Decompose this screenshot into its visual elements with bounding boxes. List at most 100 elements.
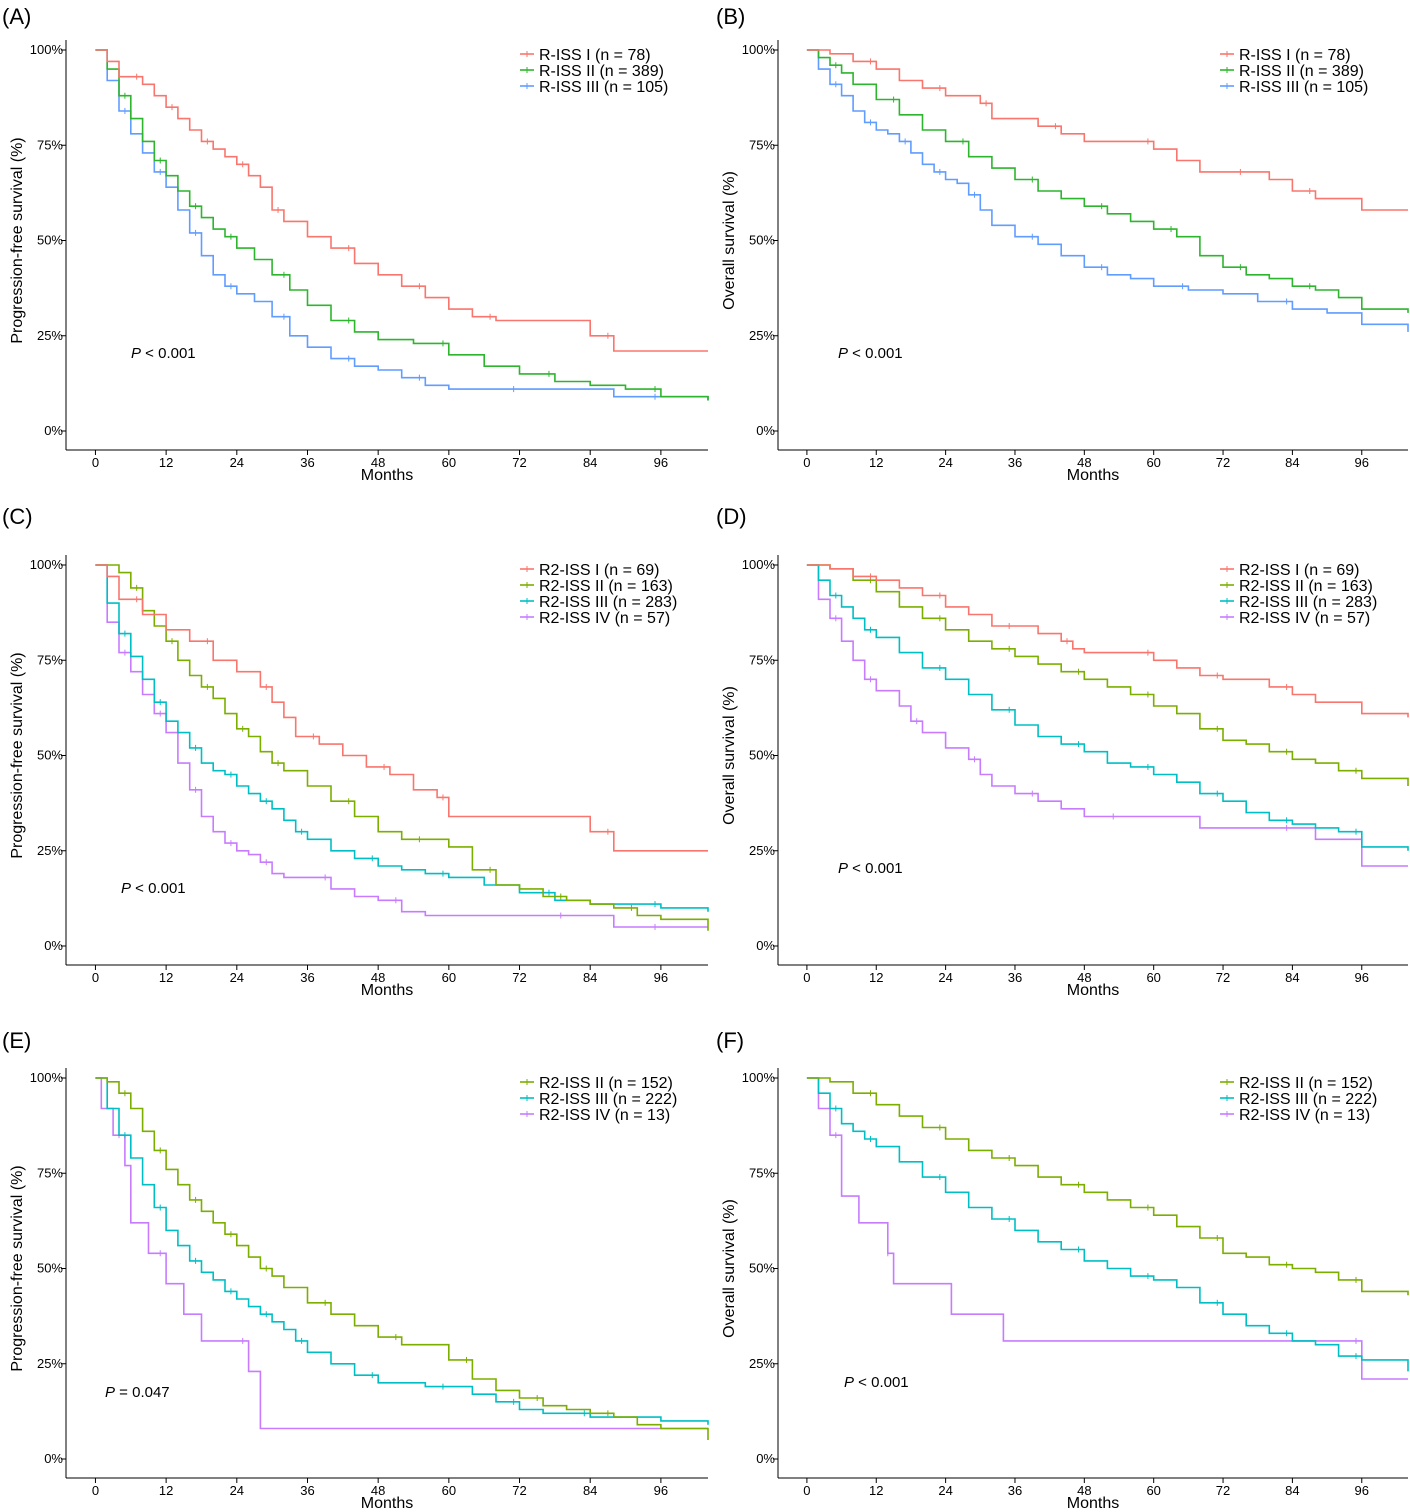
- y-tick-label: 25%: [37, 328, 63, 343]
- y-tick-label: 75%: [37, 652, 63, 667]
- legend-entry: R-ISS I (n = 78): [539, 47, 651, 64]
- x-axis-title: Months: [1067, 1495, 1119, 1512]
- y-axis-title: Overall survival (%): [721, 686, 738, 825]
- y-tick-label: 0%: [756, 1451, 775, 1466]
- p-value: P = 0.047: [105, 1384, 170, 1401]
- x-tick-label: 0: [92, 455, 99, 470]
- x-tick-label: 0: [803, 970, 810, 985]
- x-tick-label: 36: [1008, 1483, 1022, 1498]
- x-tick-label: 84: [583, 1483, 597, 1498]
- y-tick-label: 75%: [749, 137, 775, 152]
- x-tick-label: 12: [869, 1483, 883, 1498]
- survival-curve: [95, 564, 708, 928]
- p-value: P < 0.001: [121, 880, 186, 897]
- y-tick-label: 25%: [749, 328, 775, 343]
- legend-entry: R-ISS III (n = 105): [1239, 79, 1368, 96]
- x-tick-label: 48: [371, 455, 385, 470]
- legend-entry: R2-ISS IV (n = 13): [539, 1107, 670, 1124]
- survival-curve: [95, 564, 708, 852]
- y-tick-label: 0%: [44, 938, 63, 953]
- x-tick-label: 60: [1146, 970, 1160, 985]
- y-axis-title: Progression-free survival (%): [9, 137, 26, 343]
- legend-entry: R2-ISS I (n = 69): [1239, 562, 1360, 579]
- survival-curve: [95, 49, 709, 401]
- x-tick-label: 48: [1077, 455, 1091, 470]
- x-tick-label: 96: [654, 455, 668, 470]
- x-tick-label: 48: [1077, 970, 1091, 985]
- panel-label: (C): [2, 504, 33, 529]
- x-tick-label: 12: [869, 970, 883, 985]
- x-tick-label: 60: [442, 455, 456, 470]
- x-tick-label: 0: [92, 970, 99, 985]
- survival-curve: [806, 1077, 1409, 1372]
- y-tick-label: 75%: [37, 1165, 63, 1180]
- chart-panel-e: (E) 0% 25% 50% 75% 100% 0 12 24 36 48 60 72 84 96 Month…: [2, 1028, 709, 1512]
- legend-entry: R2-ISS I (n = 69): [539, 562, 660, 579]
- x-tick-label: 24: [230, 1483, 244, 1498]
- x-tick-label: 84: [1285, 1483, 1299, 1498]
- x-tick-label: 72: [512, 1483, 526, 1498]
- y-tick-label: 25%: [749, 1356, 775, 1371]
- x-tick-label: 96: [654, 1483, 668, 1498]
- legend-entry: R2-ISS III (n = 222): [1239, 1091, 1377, 1108]
- y-tick-label: 100%: [742, 557, 776, 572]
- y-tick-label: 100%: [30, 1070, 64, 1085]
- chart-panel-f: (F) 0% 25% 50% 75% 100% 0 12 24 36 48 60 72 84 96 Month…: [716, 1028, 1409, 1512]
- panel-label: (D): [716, 504, 747, 529]
- survival-curve: [806, 49, 1409, 313]
- y-tick-label: 25%: [37, 1356, 63, 1371]
- x-axis-title: Months: [1067, 467, 1119, 484]
- y-tick-label: 50%: [37, 1261, 63, 1276]
- y-tick-label: 0%: [44, 423, 63, 438]
- x-tick-label: 48: [371, 970, 385, 985]
- x-tick-label: 60: [1146, 455, 1160, 470]
- x-tick-label: 60: [442, 970, 456, 985]
- x-axis-title: Months: [361, 467, 413, 484]
- y-tick-label: 25%: [749, 843, 775, 858]
- x-tick-label: 24: [938, 455, 952, 470]
- x-tick-label: 36: [300, 455, 314, 470]
- x-tick-label: 96: [1355, 970, 1369, 985]
- legend-entry: R-ISS II (n = 389): [1239, 63, 1364, 80]
- x-tick-label: 24: [938, 1483, 952, 1498]
- y-tick-label: 50%: [749, 1261, 775, 1276]
- x-tick-label: 24: [230, 970, 244, 985]
- p-value: P < 0.001: [131, 345, 196, 362]
- survival-curve: [95, 49, 708, 352]
- panel-label: (A): [2, 4, 31, 29]
- y-tick-label: 75%: [37, 137, 63, 152]
- p-value: P < 0.001: [844, 1374, 909, 1391]
- y-tick-label: 50%: [749, 748, 775, 763]
- survival-curve: [95, 1077, 709, 1440]
- y-tick-label: 0%: [756, 938, 775, 953]
- x-tick-label: 12: [159, 455, 173, 470]
- y-axis-title: Progression-free survival (%): [9, 652, 26, 858]
- y-axis-title: Progression-free survival (%): [9, 1165, 26, 1371]
- x-axis-title: Months: [361, 982, 413, 999]
- survival-curve: [806, 564, 1408, 867]
- x-tick-label: 96: [1355, 1483, 1369, 1498]
- y-axis-title: Overall survival (%): [721, 1199, 738, 1338]
- x-tick-label: 36: [1008, 970, 1022, 985]
- legend-entry: R2-ISS III (n = 222): [539, 1091, 677, 1108]
- x-tick-label: 60: [1146, 1483, 1160, 1498]
- legend-entry: R2-ISS IV (n = 13): [1239, 1107, 1370, 1124]
- y-axis-title: Overall survival (%): [721, 171, 738, 310]
- panel-label: (F): [716, 1028, 744, 1053]
- x-tick-label: 96: [1355, 455, 1369, 470]
- y-tick-label: 0%: [44, 1451, 63, 1466]
- y-tick-label: 75%: [749, 1165, 775, 1180]
- x-tick-label: 84: [1285, 455, 1299, 470]
- x-tick-label: 24: [230, 455, 244, 470]
- x-axis-title: Months: [361, 1495, 413, 1512]
- survival-curve: [806, 564, 1409, 851]
- y-tick-label: 100%: [742, 42, 776, 57]
- x-tick-label: 84: [583, 970, 597, 985]
- x-tick-label: 0: [803, 1483, 810, 1498]
- survival-curve: [806, 564, 1409, 786]
- x-tick-label: 72: [1216, 970, 1230, 985]
- x-tick-label: 0: [92, 1483, 99, 1498]
- legend-entry: R2-ISS II (n = 152): [1239, 1075, 1373, 1092]
- chart-panel-b: (B) 0% 25% 50% 75% 100% 0 12 24 36 48 60 72 84 96 Month…: [716, 4, 1409, 484]
- x-tick-label: 48: [1077, 1483, 1091, 1498]
